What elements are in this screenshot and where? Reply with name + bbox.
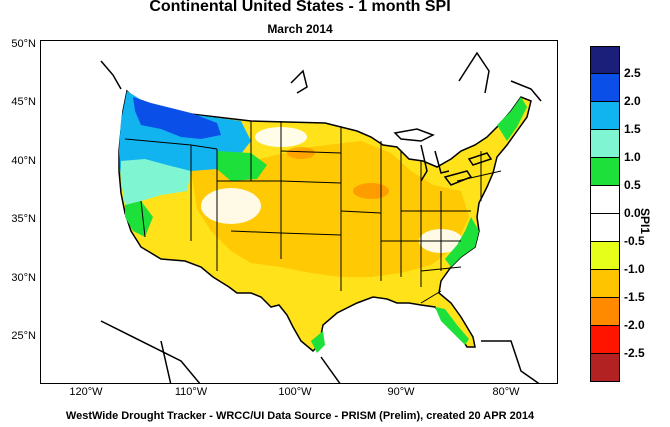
near-normal-patch (201, 188, 261, 224)
legend-tick-label: 0.0 (624, 206, 641, 220)
wet-east-coast (445, 217, 479, 267)
lat-label-45: 45°N (11, 96, 36, 108)
wet-strong-region (133, 97, 221, 139)
legend-tick-label: -1.0 (624, 262, 645, 276)
lat-label-30: 30°N (11, 272, 36, 284)
lat-label-40: 40°N (11, 155, 36, 167)
lon-label-80: 80°W (492, 386, 520, 398)
legend-swatch (590, 102, 620, 130)
canada-outline (100, 51, 542, 383)
legend-swatch (590, 242, 620, 270)
lon-label-110: 110°W (174, 386, 208, 398)
legend-tick-label: 1.5 (624, 122, 641, 136)
lat-label-25: 25°N (11, 330, 36, 342)
lon-label-100: 100°W (278, 386, 312, 398)
wet-slight-rockies (217, 151, 267, 181)
legend-swatch (590, 270, 620, 298)
wet-light-region (121, 159, 191, 205)
wet-slight-region (125, 201, 153, 237)
spi-map-svg (100, 51, 542, 383)
legend-title: SPI1 (638, 208, 652, 235)
legend-tick-label: -0.5 (624, 234, 645, 248)
state-boundaries (124, 121, 502, 304)
lat-label-50: 50°N (11, 38, 36, 50)
wet-new-england (497, 97, 527, 141)
great-lakes (393, 128, 493, 186)
legend-tick-label: 2.5 (624, 66, 641, 80)
legend-swatch (590, 326, 620, 354)
legend-swatch (590, 46, 620, 74)
lon-label-120: 120°W (69, 386, 103, 398)
spi-map-panel (40, 40, 558, 384)
dry-moderate-region (191, 141, 469, 277)
dry-strong-spot (353, 183, 389, 199)
lat-label-35: 35°N (11, 213, 36, 225)
legend-tick-label: 0.5 (624, 178, 641, 192)
wet-texas-coast (311, 331, 325, 353)
legend-tick-label: -2.0 (624, 318, 645, 332)
legend-tick-label: 1.0 (624, 150, 641, 164)
map-title: Continental United States - 1 month SPI (149, 0, 451, 15)
dry-strong-spot (287, 147, 315, 159)
spi-legend: 2.5 2.0 1.5 1.0 0.5 0.0 -0.5 -1.0 -1.5 -… (590, 46, 645, 382)
legend-tick-label: 2.0 (624, 94, 641, 108)
legend-swatch (590, 186, 620, 214)
lon-label-90: 90°W (387, 386, 415, 398)
legend-swatch (590, 130, 620, 158)
legend-swatch (590, 298, 620, 326)
legend-tick-label: -2.5 (624, 346, 645, 360)
footer-credit: WestWide Drought Tracker - WRCC/UI Data … (65, 410, 535, 422)
wet-florida (435, 307, 469, 345)
legend-tick-label: -1.5 (624, 290, 645, 304)
legend-swatch (590, 214, 620, 242)
legend-swatch (590, 74, 620, 102)
legend-swatch (590, 158, 620, 186)
legend-swatch (590, 354, 620, 382)
map-subtitle: March 2014 (267, 22, 333, 36)
